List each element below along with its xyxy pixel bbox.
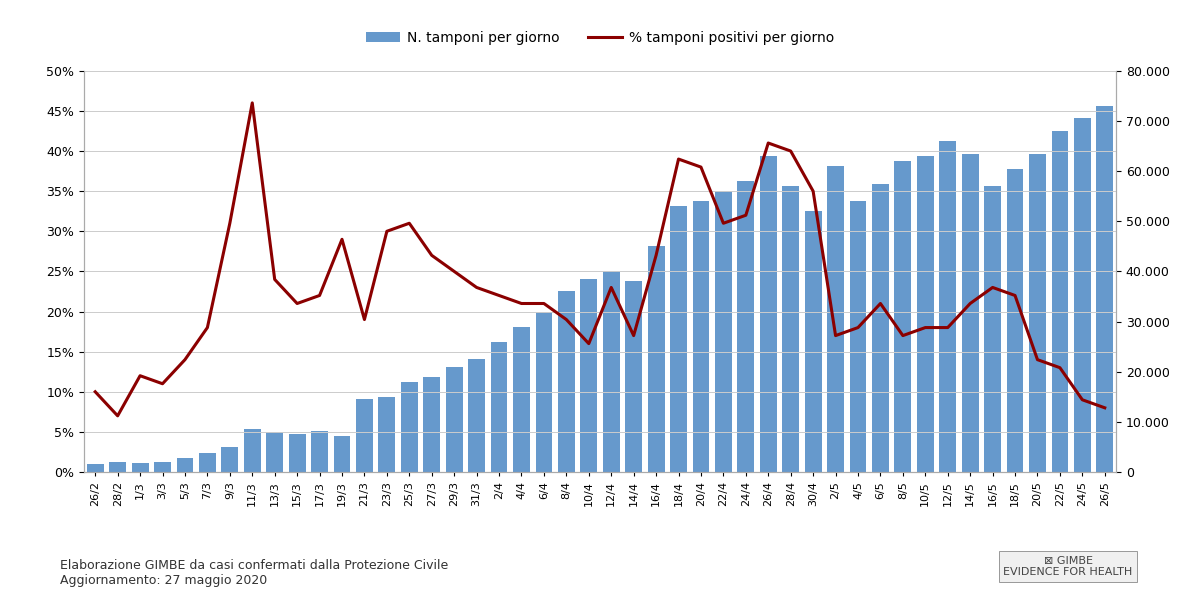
Text: Elaborazione GIMBE da casi confermati dalla Protezione Civile
Aggiornamento: 27 : Elaborazione GIMBE da casi confermati da… — [60, 559, 449, 587]
Bar — [154, 462, 170, 472]
Bar — [625, 281, 642, 472]
Bar — [445, 366, 462, 472]
Bar — [581, 279, 598, 472]
Bar — [176, 458, 193, 472]
Bar — [827, 166, 844, 472]
Bar — [782, 186, 799, 472]
Bar — [424, 376, 440, 472]
Bar — [738, 181, 755, 472]
Bar — [514, 326, 530, 472]
Bar — [491, 342, 508, 472]
Bar — [199, 453, 216, 472]
Bar — [1051, 131, 1068, 472]
Bar — [266, 432, 283, 472]
Bar — [715, 191, 732, 472]
Bar — [760, 156, 776, 472]
Bar — [401, 382, 418, 472]
Bar — [940, 141, 956, 472]
Bar — [222, 447, 239, 472]
Bar — [558, 291, 575, 472]
Bar — [648, 246, 665, 472]
Bar — [334, 436, 350, 472]
Bar — [602, 271, 619, 472]
Bar — [961, 153, 978, 472]
Bar — [244, 430, 260, 472]
Bar — [692, 201, 709, 472]
Bar — [670, 206, 686, 472]
Bar — [1007, 169, 1024, 472]
Bar — [872, 183, 889, 472]
Bar — [109, 462, 126, 472]
Bar — [1097, 106, 1114, 472]
Bar — [850, 201, 866, 472]
Bar — [1030, 153, 1046, 472]
Bar — [805, 211, 822, 472]
Bar — [468, 359, 485, 472]
Bar — [132, 463, 149, 472]
Bar — [917, 156, 934, 472]
Bar — [356, 399, 373, 472]
Bar — [535, 312, 552, 472]
Legend: N. tamponi per giorno, % tamponi positivi per giorno: N. tamponi per giorno, % tamponi positiv… — [360, 25, 840, 51]
Bar — [894, 161, 911, 472]
Bar — [86, 464, 103, 472]
Bar — [984, 186, 1001, 472]
Bar — [378, 396, 395, 472]
Bar — [289, 434, 306, 472]
Text: ⊠ GIMBE
EVIDENCE FOR HEALTH: ⊠ GIMBE EVIDENCE FOR HEALTH — [1003, 556, 1133, 577]
Bar — [1074, 119, 1091, 472]
Bar — [311, 431, 328, 472]
